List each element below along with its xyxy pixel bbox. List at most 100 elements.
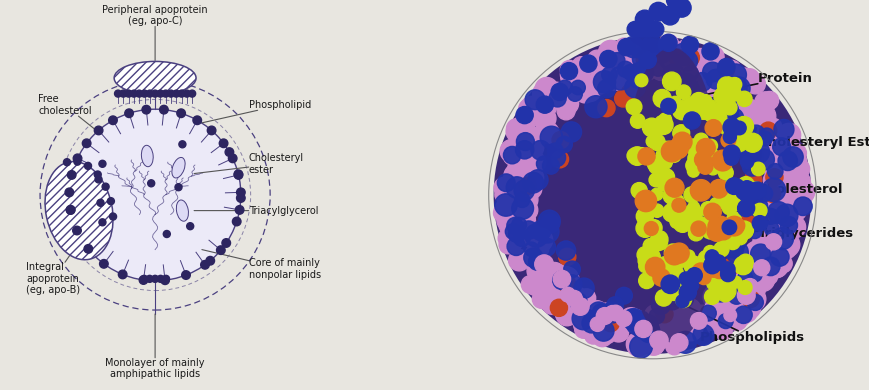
Circle shape [717,236,732,250]
Circle shape [717,182,733,199]
Circle shape [787,193,810,216]
Circle shape [711,226,723,238]
Circle shape [534,96,556,117]
Circle shape [710,278,724,292]
Circle shape [506,177,527,198]
Circle shape [562,275,581,294]
Circle shape [705,250,718,264]
Circle shape [728,305,750,326]
Circle shape [547,148,565,167]
Circle shape [548,90,566,107]
Circle shape [669,216,682,228]
Circle shape [182,271,190,279]
Circle shape [617,39,634,56]
Circle shape [725,241,747,264]
Circle shape [647,21,663,37]
Circle shape [655,306,673,323]
Circle shape [156,90,163,97]
Circle shape [73,154,82,163]
Circle shape [721,199,735,213]
Circle shape [535,290,555,310]
Circle shape [703,257,720,274]
Circle shape [725,235,740,250]
Circle shape [709,270,732,292]
Circle shape [641,195,653,207]
Circle shape [672,67,691,87]
Circle shape [714,223,732,240]
Circle shape [636,64,653,81]
Circle shape [515,106,533,124]
Circle shape [703,107,718,122]
Circle shape [709,301,733,325]
Circle shape [729,276,741,288]
Circle shape [647,256,663,273]
Circle shape [514,141,534,159]
Circle shape [178,90,185,97]
Circle shape [637,254,651,268]
Circle shape [702,62,721,82]
Circle shape [551,151,568,168]
Circle shape [609,67,627,85]
Circle shape [700,221,719,239]
Circle shape [737,135,751,149]
Circle shape [514,180,534,200]
Circle shape [600,303,616,319]
Circle shape [763,170,784,191]
Circle shape [601,66,626,90]
Circle shape [639,321,660,342]
Circle shape [624,77,645,98]
Circle shape [739,279,762,302]
Circle shape [520,178,541,199]
Circle shape [773,235,792,254]
Circle shape [757,131,772,146]
Circle shape [555,92,578,115]
Circle shape [636,246,653,263]
Circle shape [572,79,594,101]
Circle shape [601,67,616,82]
Circle shape [641,248,660,266]
Circle shape [650,188,662,200]
Circle shape [678,317,698,337]
Circle shape [729,180,746,197]
Circle shape [783,150,806,172]
Circle shape [763,185,779,202]
Circle shape [639,324,657,342]
Circle shape [636,319,659,341]
Circle shape [549,264,573,287]
Circle shape [770,210,793,232]
Circle shape [734,300,757,322]
Circle shape [639,51,655,69]
Circle shape [511,211,535,235]
Circle shape [747,268,761,282]
Circle shape [142,105,150,114]
Circle shape [715,290,736,311]
Circle shape [540,126,562,149]
Circle shape [645,220,661,236]
Circle shape [783,216,805,238]
Circle shape [524,242,538,257]
Circle shape [693,149,709,165]
Circle shape [617,61,633,77]
Circle shape [668,96,680,109]
Circle shape [634,190,656,212]
Circle shape [605,305,619,320]
Circle shape [650,173,661,185]
Circle shape [781,158,800,177]
Circle shape [596,305,616,325]
Text: Phospholipids: Phospholipids [664,296,804,344]
Circle shape [514,192,529,207]
Circle shape [731,195,746,210]
Circle shape [534,78,558,101]
Ellipse shape [114,62,196,94]
Circle shape [685,56,705,76]
Circle shape [621,309,641,329]
Circle shape [697,160,712,174]
Circle shape [729,121,741,133]
Circle shape [697,250,715,268]
Circle shape [627,21,642,37]
Circle shape [628,36,650,58]
Circle shape [569,293,587,310]
Circle shape [519,224,542,247]
Circle shape [670,43,688,61]
Circle shape [777,151,797,170]
